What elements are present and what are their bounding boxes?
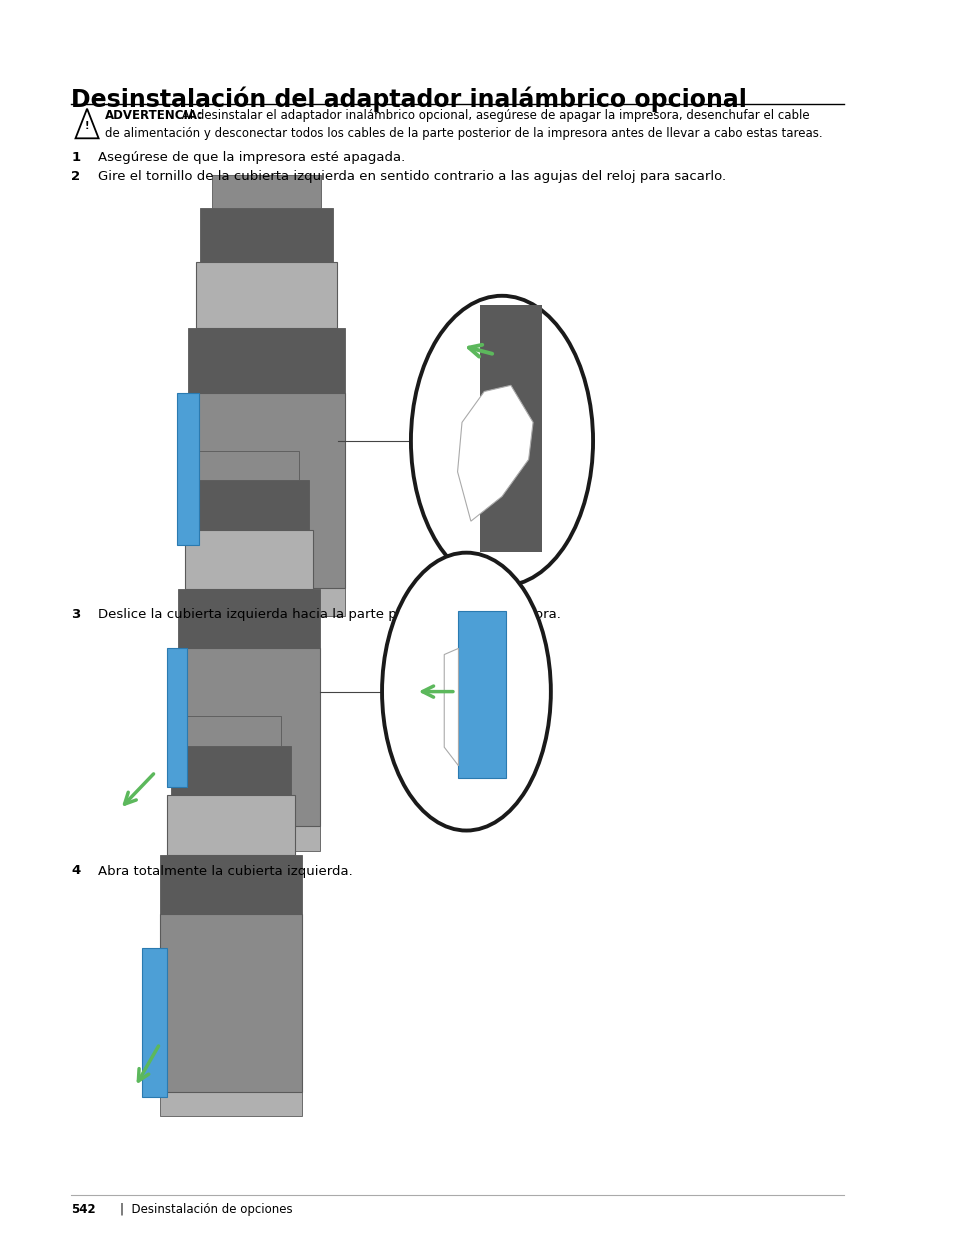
FancyBboxPatch shape (200, 207, 333, 262)
FancyBboxPatch shape (212, 175, 321, 207)
Text: ADVERTENCIA:: ADVERTENCIA: (105, 109, 203, 122)
FancyBboxPatch shape (160, 914, 302, 1092)
FancyBboxPatch shape (181, 716, 280, 746)
Text: Desinstalación del adaptador inalámbrico opcional: Desinstalación del adaptador inalámbrico… (71, 86, 746, 112)
Polygon shape (444, 648, 458, 766)
Text: 2: 2 (71, 170, 80, 184)
FancyBboxPatch shape (160, 855, 302, 914)
FancyBboxPatch shape (188, 393, 344, 588)
FancyBboxPatch shape (167, 648, 187, 787)
FancyBboxPatch shape (177, 589, 319, 648)
FancyBboxPatch shape (188, 588, 344, 615)
FancyBboxPatch shape (160, 1092, 302, 1116)
Text: Abra totalmente la cubierta izquierda.: Abra totalmente la cubierta izquierda. (97, 864, 352, 878)
Ellipse shape (411, 296, 593, 585)
FancyBboxPatch shape (167, 795, 294, 855)
FancyBboxPatch shape (171, 746, 291, 795)
FancyBboxPatch shape (188, 480, 309, 530)
FancyBboxPatch shape (196, 262, 336, 327)
Text: Asegúrese de que la impresora esté apagada.: Asegúrese de que la impresora esté apaga… (97, 151, 405, 164)
Text: 3: 3 (71, 608, 80, 621)
Text: Gire el tornillo de la cubierta izquierda en sentido contrario a las agujas del : Gire el tornillo de la cubierta izquierd… (97, 170, 725, 184)
Text: Al desinstalar el adaptador inalámbrico opcional, asegúrese de apagar la impreso: Al desinstalar el adaptador inalámbrico … (177, 109, 808, 122)
Polygon shape (457, 385, 533, 521)
Text: de alimentación y desconectar todos los cables de la parte posterior de la impre: de alimentación y desconectar todos los … (105, 127, 821, 141)
FancyBboxPatch shape (479, 305, 541, 552)
FancyBboxPatch shape (142, 948, 167, 1097)
FancyBboxPatch shape (177, 648, 319, 826)
FancyBboxPatch shape (457, 611, 506, 778)
Text: 1: 1 (71, 151, 80, 164)
Text: 4: 4 (71, 864, 80, 878)
Ellipse shape (381, 553, 550, 831)
Text: Deslice la cubierta izquierda hacia la parte posterior de la impresora.: Deslice la cubierta izquierda hacia la p… (97, 608, 560, 621)
Text: 542: 542 (71, 1203, 95, 1216)
FancyBboxPatch shape (185, 530, 313, 589)
FancyBboxPatch shape (199, 451, 298, 480)
FancyBboxPatch shape (188, 327, 344, 393)
Text: !: ! (85, 121, 90, 131)
FancyBboxPatch shape (176, 393, 198, 545)
Text: |  Desinstalación de opciones: | Desinstalación de opciones (120, 1203, 293, 1216)
FancyBboxPatch shape (177, 826, 319, 851)
